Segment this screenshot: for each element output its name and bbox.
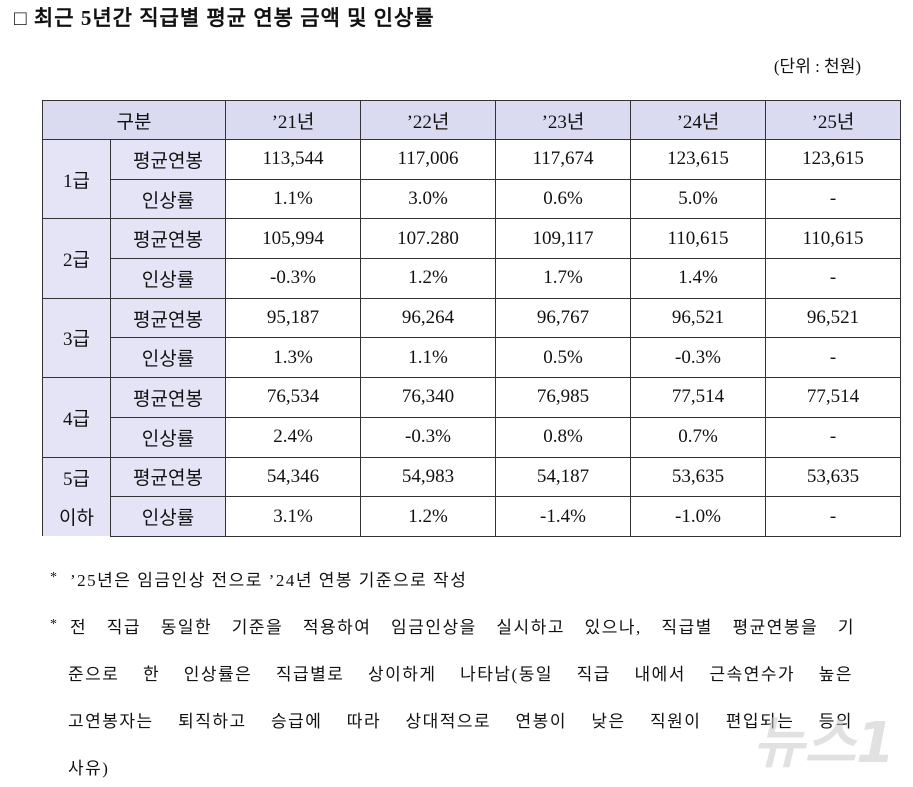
note-line: 전 직급 동일한 기준을 적용하여 임금인상을 실시하고 있으나, 직급별 평균… bbox=[70, 618, 855, 637]
value-cell: - bbox=[765, 337, 901, 379]
row-label: 평균연봉 bbox=[110, 456, 226, 498]
value-cell: 109,117 bbox=[495, 218, 631, 260]
value-cell: 0.8% bbox=[495, 416, 631, 458]
value-cell: 1.7% bbox=[495, 258, 631, 299]
value-cell: 123,615 bbox=[630, 139, 766, 180]
header-row: 구분 ’21년 ’22년 ’23년 ’24년 ’25년 bbox=[42, 100, 901, 140]
value-cell: 76,534 bbox=[225, 377, 361, 418]
value-cell: 95,187 bbox=[225, 297, 361, 339]
grade-cell: 이하 bbox=[42, 496, 111, 537]
header-cell: ’22년 bbox=[360, 100, 496, 140]
value-cell: - bbox=[765, 178, 901, 220]
data-row: 5급 평균연봉 54,346 54,983 54,187 53,635 53,635 bbox=[42, 456, 901, 498]
value-cell: -0.3% bbox=[225, 258, 361, 299]
value-cell: -0.3% bbox=[630, 337, 766, 379]
row-label: 인상률 bbox=[110, 337, 226, 379]
value-cell: 96,521 bbox=[630, 297, 766, 339]
value-cell: 1.2% bbox=[360, 496, 496, 537]
grade-cell: 2급 bbox=[42, 218, 111, 299]
note-line: 고연봉자는 퇴직하고 승급에 따라 상대적으로 연봉이 낮은 직원이 편입되는 … bbox=[68, 712, 853, 731]
value-cell: - bbox=[765, 258, 901, 299]
value-cell: 123,615 bbox=[765, 139, 901, 180]
value-cell: 0.6% bbox=[495, 178, 631, 220]
value-cell: 113,544 bbox=[225, 139, 361, 180]
note-marker: * bbox=[50, 617, 57, 632]
value-cell: 0.5% bbox=[495, 337, 631, 379]
value-cell: 76,340 bbox=[360, 377, 496, 418]
value-cell: 1.4% bbox=[630, 258, 766, 299]
value-cell: 1.1% bbox=[225, 178, 361, 220]
note-marker: * bbox=[50, 570, 57, 585]
value-cell: 76,985 bbox=[495, 377, 631, 418]
grade-cell: 4급 bbox=[42, 377, 111, 458]
value-cell: 110,615 bbox=[630, 218, 766, 260]
value-cell: 96,767 bbox=[495, 297, 631, 339]
value-cell: 77,514 bbox=[630, 377, 766, 418]
value-cell: 0.7% bbox=[630, 416, 766, 458]
note-line: 준으로 한 인상률은 직급별로 상이하게 나타남(동일 직급 내에서 근속연수가… bbox=[68, 665, 853, 684]
value-cell: 1.3% bbox=[225, 337, 361, 379]
unit: (단위 : 천원) bbox=[773, 57, 861, 76]
data-row: 2급 평균연봉 105,994 107.280 109,117 110,615 110,61… bbox=[42, 218, 901, 299]
value-cell: - bbox=[765, 416, 901, 458]
data-row: 인상률 1.3% 1.1% 0.5% -0.3% - bbox=[43, 337, 901, 379]
row-label: 평균연봉 bbox=[110, 297, 226, 339]
table-body: 구분 ’21년 ’22년 ’23년 ’24년 ’25년 1급 평균연봉 113,544 117,0… bbox=[42, 100, 901, 537]
value-cell: -1.0% bbox=[630, 496, 766, 537]
salary-table: 구분 ’21년 ’22년 ’23년 ’24년 ’25년 1급 평균연봉 113,544 117,0… bbox=[42, 100, 901, 537]
value-cell: 117,006 bbox=[360, 139, 496, 180]
row-label: 인상률 bbox=[110, 496, 226, 537]
data-row: 1급 평균연봉 113,544 117,006 117,674 123,615 123,61… bbox=[42, 138, 901, 220]
data-row: 인상률 1.1% 3.0% 0.6% 5.0% - bbox=[43, 178, 901, 220]
value-cell: 54,346 bbox=[225, 456, 361, 498]
value-cell: 1.2% bbox=[360, 258, 496, 299]
value-cell: 96,264 bbox=[360, 297, 496, 339]
value-cell: -1.4% bbox=[495, 496, 631, 537]
grade-cell: 1급 bbox=[42, 138, 111, 220]
value-cell: 3.1% bbox=[225, 496, 361, 537]
value-cell: 110,615 bbox=[765, 218, 901, 260]
grade-cell: 5급 bbox=[42, 456, 111, 497]
value-cell: 5.0% bbox=[630, 178, 766, 220]
header-cell: ’24년 bbox=[630, 100, 766, 140]
value-cell: 77,514 bbox=[765, 377, 901, 418]
data-row: 이하 인상률 3.1% 1.2% -1.4% -1.0% - bbox=[42, 496, 901, 537]
title: □ 최근 5년간 직급별 평균 연봉 금액 및 인상률 bbox=[14, 6, 435, 30]
value-cell: 54,983 bbox=[360, 456, 496, 498]
row-label: 인상률 bbox=[110, 178, 226, 220]
value-cell: - bbox=[765, 496, 901, 537]
value-cell: 96,521 bbox=[765, 297, 901, 339]
row-label: 평균연봉 bbox=[110, 377, 226, 418]
value-cell: 2.4% bbox=[225, 416, 361, 458]
value-cell: 1.1% bbox=[360, 337, 496, 379]
grade-cell: 3급 bbox=[42, 297, 111, 379]
value-cell: 53,635 bbox=[630, 456, 766, 498]
value-cell: 117,674 bbox=[495, 139, 631, 180]
data-row: 4급 평균연봉 76,534 76,340 76,985 77,514 77,514 bbox=[42, 377, 901, 458]
row-label: 평균연봉 bbox=[110, 218, 226, 260]
header-cell: ’23년 bbox=[495, 100, 631, 140]
header-cell: 구분 bbox=[42, 100, 226, 140]
value-cell: 53,635 bbox=[765, 456, 901, 498]
data-row: 인상률 2.4% -0.3% 0.8% 0.7% - bbox=[43, 416, 901, 458]
value-cell: 3.0% bbox=[360, 178, 496, 220]
data-row: 3급 평균연봉 95,187 96,264 96,767 96,521 96,521 bbox=[42, 297, 901, 379]
header-cell: ’25년 bbox=[765, 100, 901, 140]
value-cell: 54,187 bbox=[495, 456, 631, 498]
row-label: 인상률 bbox=[110, 416, 226, 458]
value-cell: -0.3% bbox=[360, 416, 496, 458]
note-line: 사유) bbox=[68, 759, 110, 778]
watermark: 뉴스1 bbox=[752, 711, 895, 776]
data-row: 인상률 -0.3% 1.2% 1.7% 1.4% - bbox=[43, 258, 901, 299]
header-cell: ’21년 bbox=[225, 100, 361, 140]
note-line: ’25년은 임금인상 전으로 ’24년 연봉 기준으로 작성 bbox=[70, 571, 468, 590]
value-cell: 107.280 bbox=[360, 218, 496, 260]
value-cell: 105,994 bbox=[225, 218, 361, 260]
row-label: 평균연봉 bbox=[110, 139, 226, 180]
row-label: 인상률 bbox=[110, 258, 226, 299]
